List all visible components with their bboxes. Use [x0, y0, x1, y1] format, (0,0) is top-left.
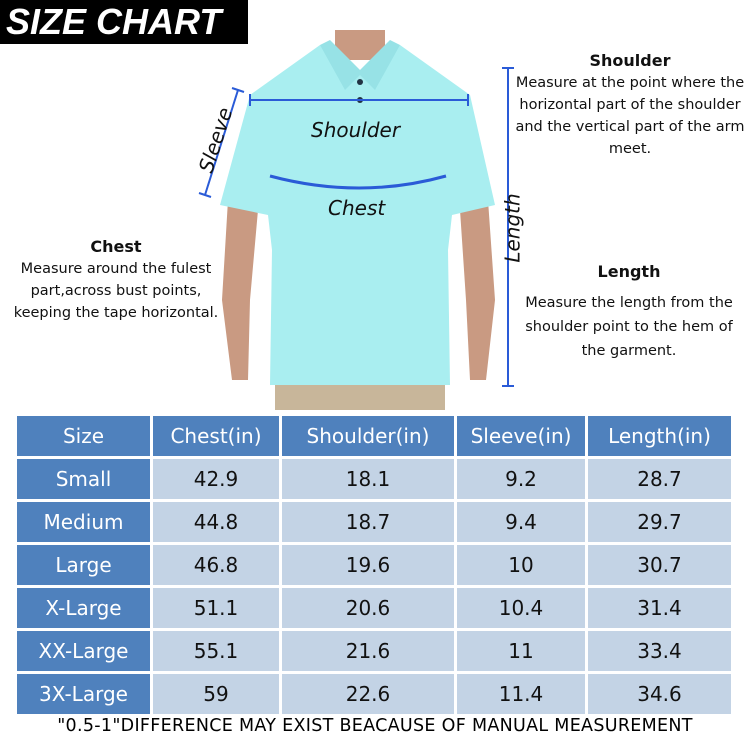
sleeve-line: [204, 89, 239, 196]
right-arm: [460, 200, 495, 380]
value-cell: 51.1: [153, 588, 279, 628]
value-cell: 11: [457, 631, 585, 671]
left-arm: [222, 200, 258, 380]
value-cell: 10: [457, 545, 585, 585]
table-row: XX-Large 55.1 21.6 11 33.4: [17, 631, 731, 671]
value-cell: 18.1: [282, 459, 454, 499]
header-length: Length(in): [588, 416, 731, 456]
length-label: Length: [500, 193, 525, 263]
value-cell: 18.7: [282, 502, 454, 542]
chest-note-heading: Chest: [90, 237, 142, 256]
table-row: 3X-Large 59 22.6 11.4 34.6: [17, 674, 731, 714]
value-cell: 19.6: [282, 545, 454, 585]
value-cell: 22.6: [282, 674, 454, 714]
shirt-figure: [198, 30, 514, 410]
length-note-heading: Length: [597, 262, 661, 281]
size-cell: Large: [17, 545, 150, 585]
size-cell: X-Large: [17, 588, 150, 628]
value-cell: 30.7: [588, 545, 731, 585]
size-cell: 3X-Large: [17, 674, 150, 714]
shoulder-note-text: Measure at the point where the horizonta…: [515, 75, 745, 157]
value-cell: 29.7: [588, 502, 731, 542]
header-shoulder: Shoulder(in): [282, 416, 454, 456]
chest-note-text: Measure around the fulest part,across bu…: [13, 261, 219, 321]
header-sleeve: Sleeve(in): [457, 416, 585, 456]
footer-note: "0.5-1"DIFFERENCE MAY EXIST BEACAUSE OF …: [57, 716, 693, 736]
header-chest: Chest(in): [153, 416, 279, 456]
size-cell: XX-Large: [17, 631, 150, 671]
value-cell: 55.1: [153, 631, 279, 671]
title: SIZE CHART: [0, 0, 248, 44]
table-row: Medium 44.8 18.7 9.4 29.7: [17, 502, 731, 542]
chest-label: Chest: [328, 196, 386, 220]
shoulder-note-heading: Shoulder: [589, 51, 671, 70]
button: [357, 79, 363, 85]
value-cell: 11.4: [457, 674, 585, 714]
value-cell: 34.6: [588, 674, 731, 714]
length-note: Length Measure the length from the shoul…: [516, 261, 742, 363]
table-row: Small 42.9 18.1 9.2 28.7: [17, 459, 731, 499]
value-cell: 10.4: [457, 588, 585, 628]
shirt: [220, 45, 495, 385]
value-cell: 46.8: [153, 545, 279, 585]
value-cell: 21.6: [282, 631, 454, 671]
shoulder-note: Shoulder Measure at the point where the …: [508, 50, 750, 160]
size-cell: Small: [17, 459, 150, 499]
value-cell: 31.4: [588, 588, 731, 628]
length-note-text: Measure the length from the shoulder poi…: [525, 295, 733, 359]
header-size: Size: [17, 416, 150, 456]
table-row: Large 46.8 19.6 10 30.7: [17, 545, 731, 585]
value-cell: 28.7: [588, 459, 731, 499]
value-cell: 9.2: [457, 459, 585, 499]
table-row: X-Large 51.1 20.6 10.4 31.4: [17, 588, 731, 628]
value-cell: 44.8: [153, 502, 279, 542]
collar: [320, 40, 400, 90]
value-cell: 42.9: [153, 459, 279, 499]
shoulder-label: Shoulder: [311, 118, 401, 142]
value-cell: 9.4: [457, 502, 585, 542]
chest-line: [269, 174, 447, 190]
value-cell: 20.6: [282, 588, 454, 628]
value-cell: 59: [153, 674, 279, 714]
size-table: Size Chest(in) Shoulder(in) Sleeve(in) L…: [14, 413, 734, 717]
value-cell: 33.4: [588, 631, 731, 671]
table-header-row: Size Chest(in) Shoulder(in) Sleeve(in) L…: [17, 416, 731, 456]
size-cell: Medium: [17, 502, 150, 542]
chest-note: Chest Measure around the fulest part,acr…: [0, 236, 232, 324]
